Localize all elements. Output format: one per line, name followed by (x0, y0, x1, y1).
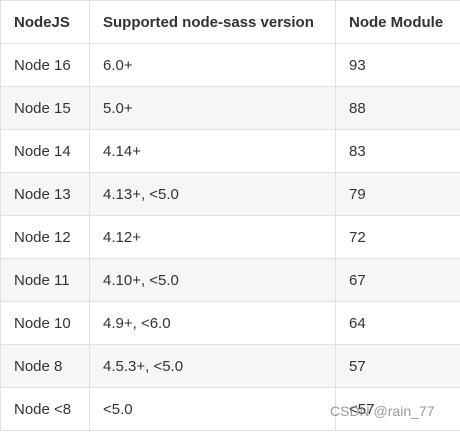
table-cell: Node 12 (0, 215, 90, 259)
header-cell: NodeJS (0, 0, 90, 44)
table-cell: 5.0+ (89, 86, 336, 130)
table-row: Node 16 6.0+ 93 (0, 43, 460, 87)
table-row: Node 8 4.5.3+, <5.0 57 (0, 344, 460, 388)
header-row: NodeJS Supported node-sass version Node Mo… (0, 0, 460, 44)
table-cell: 4.13+, <5.0 (89, 172, 336, 216)
table-cell: 4.14+ (89, 129, 336, 173)
table-cell: 4.5.3+, <5.0 (89, 344, 336, 388)
watermark: CSDN @rain_77 (330, 403, 435, 419)
table-cell: Node 11 (0, 258, 90, 302)
table-cell: <5.0 (89, 387, 336, 431)
table-row: Node 15 5.0+ 88 (0, 86, 460, 130)
table-cell: Node 14 (0, 129, 90, 173)
header-cell: Node Module (335, 0, 460, 44)
table-row: Node 10 4.9+, <6.0 64 (0, 301, 460, 345)
table-cell: 4.10+, <5.0 (89, 258, 336, 302)
table-cell: 79 (335, 172, 460, 216)
table-body: Node 16 6.0+ 93 Node 15 5.0+ 88 Node 14 4.14+ 83… (0, 43, 460, 431)
table-cell: 67 (335, 258, 460, 302)
table-cell: 4.9+, <6.0 (89, 301, 336, 345)
header-cell: Supported node-sass version (89, 0, 336, 44)
table-cell: Node 13 (0, 172, 90, 216)
table-cell: 57 (335, 344, 460, 388)
table-cell: Node 15 (0, 86, 90, 130)
table-cell: <57 (335, 387, 460, 431)
table-row: Node 13 4.13+, <5.0 79 (0, 172, 460, 216)
table-cell: 64 (335, 301, 460, 345)
table-cell: Node 16 (0, 43, 90, 87)
table-cell: 93 (335, 43, 460, 87)
table-cell: 4.12+ (89, 215, 336, 259)
table-cell: 83 (335, 129, 460, 173)
table-row: Node 12 4.12+ 72 (0, 215, 460, 259)
table-cell: 72 (335, 215, 460, 259)
table-row: Node <8 <5.0 <57 (0, 387, 460, 431)
table-cell: Node 10 (0, 301, 90, 345)
table-row: Node 14 4.14+ 83 (0, 129, 460, 173)
table-cell: Node 8 (0, 344, 90, 388)
table-cell: 6.0+ (89, 43, 336, 87)
table-row: Node 11 4.10+, <5.0 67 (0, 258, 460, 302)
table-cell: 88 (335, 86, 460, 130)
table-cell: Node <8 (0, 387, 90, 431)
